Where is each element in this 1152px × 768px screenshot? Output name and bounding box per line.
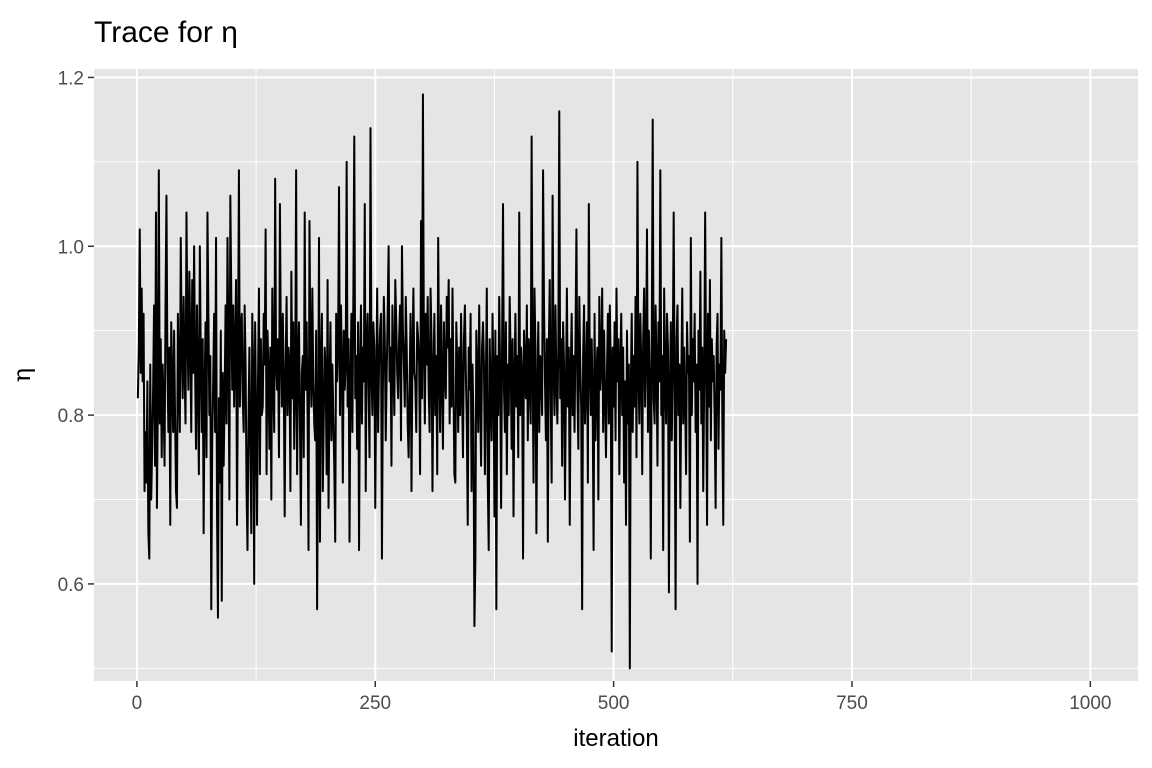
series-line xyxy=(136,93,728,670)
y-tick-label: 0.8 xyxy=(58,406,84,427)
y-tick-label: 1.0 xyxy=(58,237,84,258)
chart-title: Trace for η xyxy=(94,16,238,49)
x-axis-title: iteration xyxy=(573,725,658,752)
series-layer xyxy=(136,93,728,670)
x-tick-label: 750 xyxy=(836,693,868,714)
x-tick-label: 1000 xyxy=(1069,693,1111,714)
axes: 0 250 500 750 1000 0.6 0.8 1.0 1.2 xyxy=(58,68,1112,714)
x-tick-label: 500 xyxy=(598,693,630,714)
x-tick-label: 0 xyxy=(132,693,143,714)
y-tick-label: 0.6 xyxy=(58,575,84,596)
y-axis-title: η xyxy=(8,368,36,382)
x-tick-label: 250 xyxy=(359,693,391,714)
y-tick-label: 1.2 xyxy=(58,68,84,89)
